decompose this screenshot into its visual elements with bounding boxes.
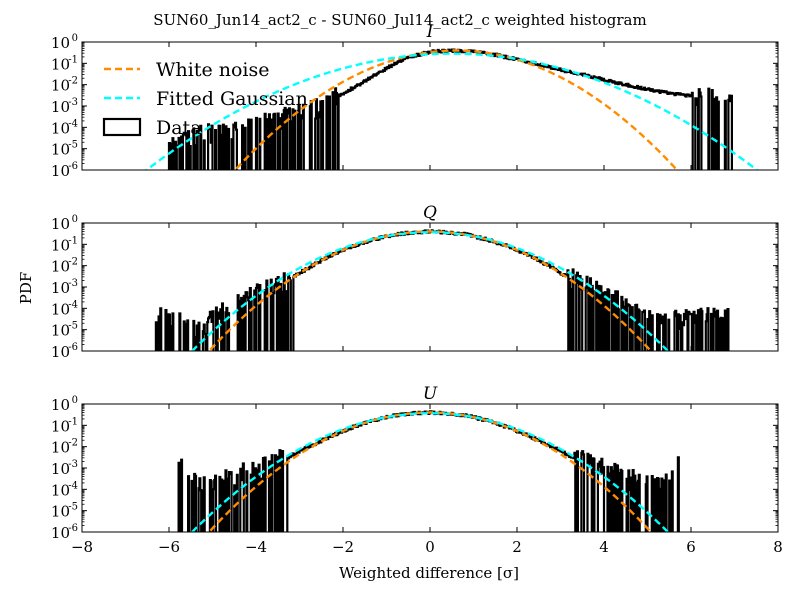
- figure-suptitle: SUN60_Jun14_act2_c - SUN60_Jul14_act2_c …: [153, 11, 646, 29]
- x-tick-label: 6: [686, 538, 696, 556]
- y-tick-label: 10: [51, 481, 70, 499]
- y-tick-label: 10: [51, 439, 70, 457]
- series-data-histogram: [177, 410, 680, 532]
- y-tick-exponent: -2: [68, 76, 78, 87]
- y-tick-exponent: -4: [68, 480, 78, 491]
- y-tick-label: 10: [51, 119, 70, 137]
- y-tick-label: 10: [51, 258, 70, 276]
- figure-xlabel: Weighted difference [σ]: [339, 564, 519, 582]
- y-tick-label: 10: [51, 417, 70, 435]
- series-white-noise: [207, 411, 653, 532]
- panel-title: Q: [423, 203, 437, 223]
- legend-label-1: Fitted Gaussian: [156, 88, 308, 110]
- y-tick-exponent: -2: [68, 438, 78, 449]
- y-tick-label: 10: [51, 77, 70, 95]
- y-tick-exponent: 0: [72, 214, 78, 225]
- y-tick-exponent: -5: [68, 140, 78, 151]
- panel-plot-area: [154, 229, 730, 351]
- y-tick-exponent: -3: [68, 97, 78, 108]
- legend-label-2: Data: [156, 117, 202, 139]
- y-tick-label: 10: [51, 460, 70, 478]
- y-tick-label: 10: [51, 236, 70, 254]
- y-tick-label: 10: [51, 396, 70, 414]
- y-tick-exponent: -6: [68, 161, 78, 172]
- y-tick-label: 10: [51, 55, 70, 73]
- y-tick-exponent: -4: [68, 299, 78, 310]
- y-tick-label: 10: [51, 279, 70, 297]
- panel-title: I: [426, 22, 434, 42]
- y-tick-label: 10: [51, 343, 70, 361]
- panel-plot-area: [144, 48, 760, 170]
- y-tick-label: 10: [51, 322, 70, 340]
- x-tick-label: 0: [425, 538, 435, 556]
- legend: White noise Fitted Gaussian Data: [102, 59, 308, 139]
- x-tick-label: −8: [71, 538, 93, 556]
- y-tick-exponent: -1: [68, 235, 78, 246]
- x-tick-label: 4: [599, 538, 609, 556]
- y-tick-exponent: -2: [68, 257, 78, 268]
- y-tick-exponent: -5: [68, 502, 78, 513]
- y-tick-label: 10: [51, 300, 70, 318]
- legend-swatch-2: [102, 117, 142, 137]
- figure-ylabel: PDF: [17, 272, 35, 305]
- x-tick-label: 2: [512, 538, 522, 556]
- y-tick-exponent: -6: [68, 342, 78, 353]
- y-tick-exponent: -3: [68, 278, 78, 289]
- y-tick-exponent: 0: [72, 33, 78, 44]
- x-tick-label: −6: [158, 538, 180, 556]
- series-data-histogram: [167, 48, 733, 170]
- series-white-noise: [207, 230, 653, 351]
- panel-plot-area: [177, 410, 680, 532]
- y-tick-exponent: 0: [72, 395, 78, 406]
- legend-label-0: White noise: [156, 59, 270, 81]
- y-tick-label: 10: [51, 98, 70, 116]
- y-tick-label: 10: [51, 141, 70, 159]
- y-tick-exponent: -6: [68, 523, 78, 534]
- y-tick-label: 10: [51, 34, 70, 52]
- x-tick-label: 8: [773, 538, 783, 556]
- y-tick-label: 10: [51, 215, 70, 233]
- y-tick-exponent: -3: [68, 459, 78, 470]
- series-white-noise: [233, 49, 679, 170]
- series-fitted-gaussian: [144, 52, 760, 170]
- y-tick-exponent: -4: [68, 118, 78, 129]
- y-tick-exponent: -1: [68, 416, 78, 427]
- x-tick-label: −4: [245, 538, 267, 556]
- y-tick-label: 10: [51, 162, 70, 180]
- y-tick-exponent: -5: [68, 321, 78, 332]
- panel-title: U: [423, 384, 438, 404]
- panel-u: −8 −6 −4 −2 0 2 4 6 810-610-510-410-310-210-110 0…: [51, 384, 783, 556]
- y-tick-label: 10: [51, 524, 70, 542]
- x-tick-label: −2: [332, 538, 354, 556]
- y-tick-label: 10: [51, 503, 70, 521]
- panel-q: 10-610-510-410-310-210-110 0 Q: [51, 203, 779, 361]
- y-tick-exponent: -1: [68, 54, 78, 65]
- series-data-histogram: [154, 229, 730, 351]
